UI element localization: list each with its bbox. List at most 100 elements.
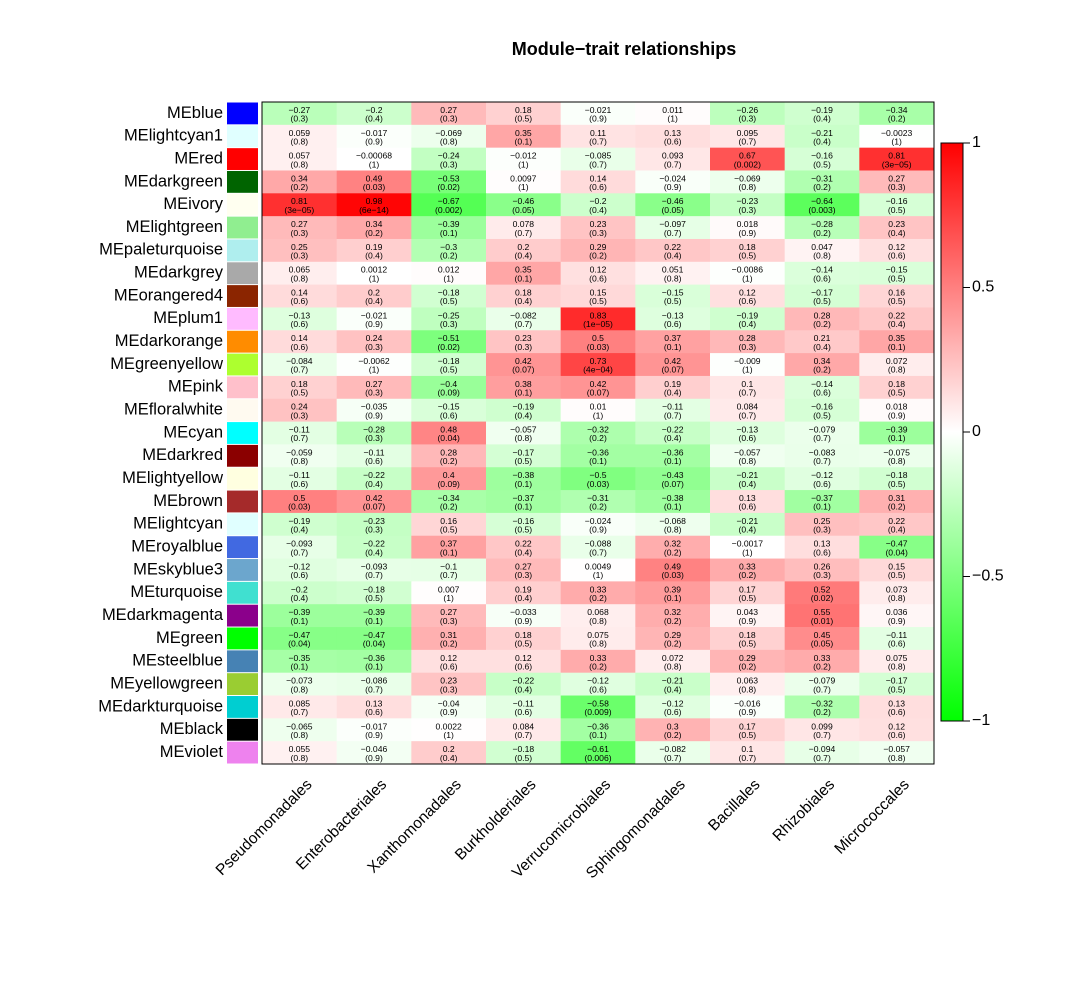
- heatmap-cell-r7-c1: [336, 261, 412, 286]
- heatmap-cell-r7-c7: [784, 261, 860, 286]
- cell-pvalue-label: (0.6): [290, 342, 308, 352]
- cell-correlation-label: −0.39: [886, 425, 908, 435]
- cell-pvalue-label: (0.002): [734, 159, 761, 169]
- cell-correlation-label: −0.36: [587, 447, 609, 457]
- cell-correlation-label: 0.059: [289, 128, 311, 138]
- heatmap-cell-r23-c6: [710, 627, 786, 651]
- cell-pvalue-label: (0.1): [589, 456, 607, 466]
- cell-correlation-label: 0.0022: [436, 721, 463, 731]
- heatmap-cell-r17-c2: [411, 490, 487, 514]
- cell-pvalue-label: (0.4): [365, 547, 383, 557]
- heatmap-cell-r21-c0: [262, 581, 338, 605]
- cell-pvalue-label: (0.5): [514, 639, 532, 649]
- cell-correlation-label: −0.22: [363, 470, 385, 480]
- cell-pvalue-label: (0.1): [365, 661, 383, 671]
- cell-pvalue-label: (0.9): [365, 730, 383, 740]
- cell-pvalue-label: (0.2): [440, 251, 458, 261]
- cell-correlation-label: −0.059: [286, 447, 313, 457]
- cell-pvalue-label: (0.3): [290, 114, 308, 124]
- heatmap-cell-r14-c6: [710, 421, 786, 445]
- cell-correlation-label: −0.27: [288, 105, 310, 115]
- row-color-swatch-MEdarkgreen: [227, 170, 258, 193]
- cell-correlation-label: −0.21: [811, 128, 833, 138]
- cell-pvalue-label: (0.7): [589, 159, 607, 169]
- cell-pvalue-label: (0.7): [440, 570, 458, 580]
- heatmap-cell-r7-c2: [411, 261, 487, 286]
- cell-pvalue-label: (0.5): [365, 593, 383, 603]
- heatmap-cell-r2-c5: [635, 147, 711, 171]
- cell-correlation-label: −0.58: [587, 698, 609, 708]
- cell-correlation-label: −0.13: [288, 310, 310, 320]
- cell-pvalue-label: (0.4): [813, 342, 831, 352]
- row-color-swatch-MEviolet: [227, 741, 258, 764]
- cell-pvalue-label: (0.2): [664, 639, 682, 649]
- heatmap-cell-r9-c8: [859, 307, 935, 331]
- heatmap-cell-r0-c6: [710, 102, 786, 126]
- cell-pvalue-label: (0.6): [738, 296, 756, 306]
- cell-correlation-label: −0.057: [883, 744, 910, 754]
- cell-pvalue-label: (0.2): [738, 570, 756, 580]
- heatmap-cell-r5-c1: [336, 216, 412, 240]
- heatmap-cell-r23-c1: [336, 627, 412, 651]
- cell-pvalue-label: (0.4): [813, 114, 831, 124]
- heatmap-cell-r11-c4: [560, 353, 636, 377]
- cell-pvalue-label: (0.4): [365, 251, 383, 261]
- cell-correlation-label: −0.38: [662, 493, 684, 503]
- cell-pvalue-label: (0.6): [589, 684, 607, 694]
- heatmap-cell-r14-c5: [635, 421, 711, 445]
- cell-correlation-label: −0.18: [512, 744, 534, 754]
- heatmap-cell-r23-c5: [635, 627, 711, 651]
- cell-pvalue-label: (0.5): [514, 114, 532, 124]
- cell-correlation-label: 0.29: [664, 630, 681, 640]
- row-label: MEbrown: [153, 492, 223, 510]
- cell-correlation-label: −0.35: [288, 653, 310, 663]
- cell-pvalue-label: (0.7): [813, 684, 831, 694]
- cell-pvalue-label: (0.6): [738, 502, 756, 512]
- heatmap-cell-r18-c4: [560, 512, 636, 537]
- cell-pvalue-label: (0.8): [888, 661, 906, 671]
- heatmap-cell-r8-c4: [560, 284, 636, 308]
- heatmap-cell-r3-c5: [635, 170, 711, 194]
- cell-correlation-label: 0.13: [664, 128, 681, 138]
- cell-correlation-label: 0.67: [739, 151, 756, 161]
- cell-pvalue-label: (0.7): [290, 433, 308, 443]
- heatmap-cell-r12-c1: [336, 375, 412, 400]
- cell-correlation-label: 0.14: [291, 288, 308, 298]
- heatmap-cell-r23-c4: [560, 627, 636, 651]
- cell-correlation-label: 0.0049: [585, 561, 612, 571]
- cell-correlation-label: 0.095: [737, 128, 759, 138]
- cell-pvalue-label: (0.03): [587, 342, 610, 352]
- cell-pvalue-label: (0.6): [888, 730, 906, 740]
- cell-correlation-label: 0.065: [289, 265, 311, 275]
- heatmap-cell-r23-c2: [411, 627, 487, 651]
- cell-pvalue-label: (0.1): [514, 502, 532, 512]
- cell-pvalue-label: (0.7): [813, 456, 831, 466]
- heatmap-cell-r11-c8: [859, 353, 935, 377]
- cell-correlation-label: 0.27: [440, 105, 457, 115]
- cell-correlation-label: −0.024: [659, 173, 686, 183]
- heatmap-cell-r26-c3: [486, 695, 562, 719]
- heatmap-cell-r24-c0: [262, 649, 338, 674]
- cell-correlation-label: 0.22: [888, 516, 905, 526]
- heatmap-cell-r17-c0: [262, 490, 338, 514]
- heatmap-cell-r15-c4: [560, 444, 636, 468]
- cell-pvalue-label: (0.7): [290, 547, 308, 557]
- cell-correlation-label: −0.15: [438, 402, 460, 412]
- cell-correlation-label: −0.4: [440, 379, 457, 389]
- heatmap-cell-r15-c8: [859, 444, 935, 468]
- cell-pvalue-label: (0.3): [440, 114, 458, 124]
- cell-pvalue-label: (0.3): [365, 388, 383, 398]
- heatmap-cell-r5-c0: [262, 216, 338, 240]
- cell-pvalue-label: (0.5): [738, 593, 756, 603]
- heatmap-cell-r1-c3: [486, 124, 562, 149]
- cell-pvalue-label: (0.5): [514, 525, 532, 535]
- cell-correlation-label: 0.047: [811, 242, 833, 252]
- heatmap-cell-r11-c3: [486, 353, 562, 377]
- heatmap-cell-r6-c8: [859, 238, 935, 263]
- cell-correlation-label: −0.088: [585, 539, 612, 549]
- cell-pvalue-label: (0.4): [290, 593, 308, 603]
- colorbar-tick-label: 0: [972, 423, 981, 440]
- cell-correlation-label: −0.22: [363, 539, 385, 549]
- cell-correlation-label: −0.21: [736, 516, 758, 526]
- cell-correlation-label: 0.81: [291, 196, 308, 206]
